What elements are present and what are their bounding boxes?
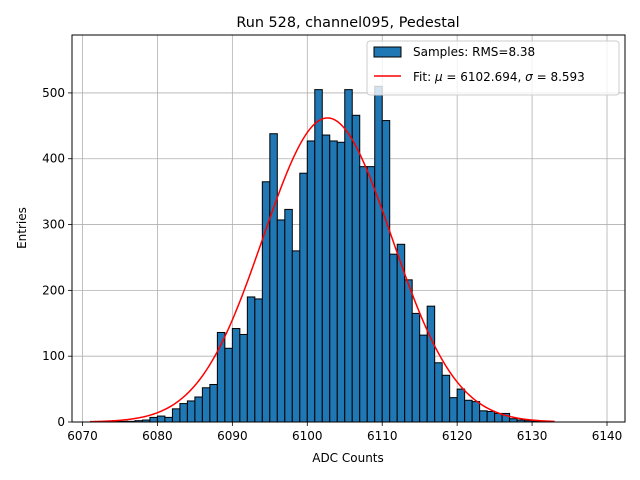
histogram-bar	[471, 401, 481, 423]
plot-frame	[71, 34, 626, 423]
x-tick-label: 6100	[292, 429, 323, 443]
y-tick-label: 500	[42, 86, 65, 100]
histogram-bar	[284, 208, 293, 423]
histogram-bar	[239, 333, 248, 423]
y-tick-label: 300	[42, 218, 65, 232]
x-tick-label: 6130	[517, 429, 548, 443]
histogram-bar	[404, 279, 413, 423]
legend: Samples: RMS=8.38 Fit: μ = 6102.694, σ =…	[366, 40, 620, 96]
x-tick-label: 6080	[142, 429, 173, 443]
histogram-bar	[254, 298, 263, 423]
histogram-bar	[231, 328, 241, 423]
histogram-bar	[269, 133, 278, 423]
histogram-bar	[389, 253, 398, 423]
histogram-bar	[359, 166, 368, 423]
histogram-bar	[486, 410, 496, 423]
histogram-bar	[179, 403, 188, 423]
histogram-bar	[164, 416, 173, 423]
x-tick-label: 6090	[217, 429, 248, 443]
legend-box	[366, 40, 620, 96]
y-tick-label: 0	[57, 415, 65, 429]
histogram-bar	[449, 397, 458, 423]
histogram-bar	[464, 399, 473, 423]
histogram-bar	[156, 415, 166, 423]
histogram-bar	[276, 219, 286, 423]
legend-fit-label: Fit: μ = 6102.694, σ = 8.593	[413, 70, 585, 84]
histogram-bar	[314, 89, 323, 423]
histogram-bar	[351, 114, 361, 423]
y-tick-label: 400	[42, 152, 65, 166]
x-tick-label: 6120	[442, 429, 473, 443]
y-axis-ticks: 0 100 200 300 400 500	[42, 86, 72, 429]
histogram-bar	[426, 305, 436, 423]
histogram-bar	[441, 374, 451, 423]
histogram-bar	[149, 416, 158, 423]
histogram-bars	[104, 85, 541, 423]
histogram-bar	[186, 400, 196, 423]
histogram-bar	[336, 141, 346, 423]
y-axis-label: Entries	[15, 207, 29, 249]
x-axis-ticks: 6070 6080 6090 6100 6110 6120 6130 6140	[67, 422, 622, 443]
histogram-bar	[479, 410, 488, 423]
histogram-bar	[456, 388, 466, 423]
histogram-bar	[329, 140, 338, 423]
histogram-bar	[246, 296, 256, 423]
y-tick-label: 200	[42, 283, 65, 297]
histogram-bar	[261, 181, 271, 423]
histogram-bar	[381, 120, 391, 423]
histogram-bar	[306, 140, 316, 423]
chart-title: Run 528, channel095, Pedestal	[236, 15, 459, 31]
x-axis-label: ADC Counts	[312, 451, 384, 465]
histogram-bar	[209, 383, 218, 423]
histogram-bar	[419, 334, 428, 423]
x-tick-label: 6070	[67, 429, 98, 443]
histogram-bar	[374, 85, 383, 423]
histogram-bar	[171, 408, 181, 423]
x-tick-label: 6140	[592, 429, 623, 443]
histogram-bar	[344, 89, 353, 423]
histogram-bar	[201, 387, 211, 423]
histogram-bar	[411, 312, 421, 423]
y-tick-label: 100	[42, 349, 65, 363]
legend-histogram-swatch	[373, 46, 402, 58]
histogram-bar	[224, 347, 233, 423]
histogram-bar	[321, 134, 331, 423]
fit-curve-group	[89, 117, 555, 423]
legend-histogram-label: Samples: RMS=8.38	[413, 45, 535, 59]
histogram-bar	[194, 396, 203, 423]
histogram-bar	[291, 250, 301, 423]
histogram-bar	[299, 172, 308, 423]
histogram-bar	[434, 362, 443, 423]
histogram-bar	[366, 166, 376, 423]
x-tick-label: 6110	[367, 429, 398, 443]
fit-curve	[89, 117, 555, 423]
